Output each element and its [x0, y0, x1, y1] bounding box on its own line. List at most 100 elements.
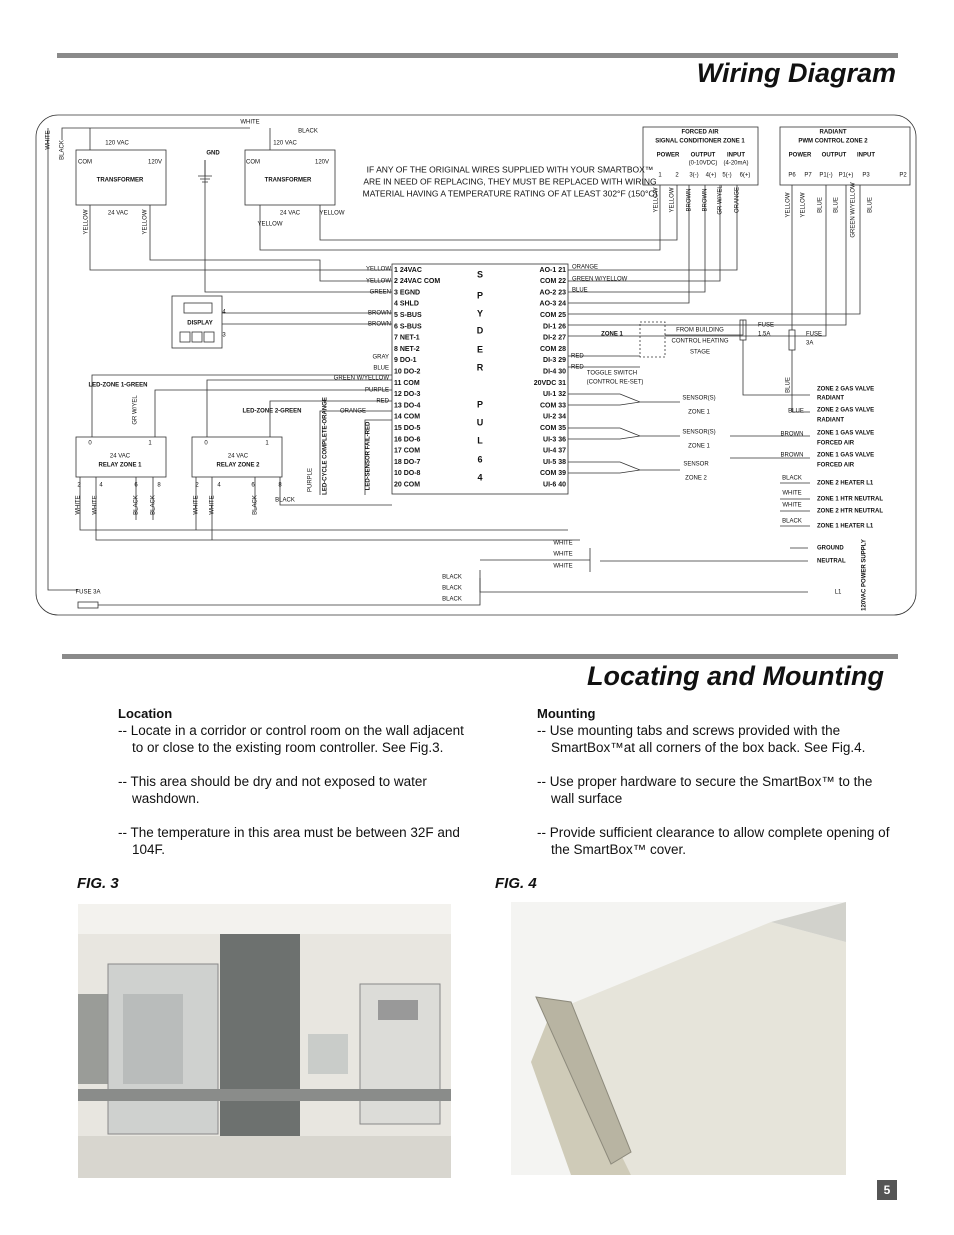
diagram-label: 120V [148, 160, 162, 166]
photo [511, 902, 846, 1175]
diagram-label: 24 VAC [228, 454, 249, 460]
terminal-label: DI-3 29 [543, 357, 566, 364]
location-item: -- The temperature in this area must be … [118, 825, 460, 857]
location-column: Location -- Locate in a corridor or cont… [118, 705, 478, 875]
diagram-label: 120 VAC [105, 141, 129, 147]
diagram-label: BLACK [442, 597, 462, 603]
diagram-label: WHITE [553, 541, 572, 547]
terminal-label: COM 39 [540, 470, 566, 477]
diagram-label: POWER [789, 153, 812, 159]
diagram-label: ZONE 2 GAS VALVE [817, 408, 874, 414]
diagram-label: 120V [315, 160, 329, 166]
diagram-label: 0 [204, 441, 208, 447]
diagram-label: NEUTRAL [817, 559, 846, 565]
diagram-label: FROM BUILDING [676, 328, 724, 334]
terminal-label: COM 22 [540, 278, 566, 285]
terminal-label: 11 COM [394, 380, 420, 387]
diagram-label: FUSE 3A [75, 590, 100, 596]
diagram-label: BLACK [782, 519, 802, 525]
diagram-label: BROWN [368, 311, 391, 317]
diagram-label: DISPLAY [187, 321, 212, 327]
diagram-label: 3 [222, 333, 226, 339]
terminal-label: DI-4 30 [543, 369, 566, 376]
diagram-label: BROWN [703, 189, 709, 212]
terminal-label: COM 25 [540, 312, 566, 319]
diagram-label: FORCED AIR [817, 441, 855, 447]
diagram-label: WHITE [240, 120, 259, 126]
diagram-label: YELLOW [319, 211, 344, 217]
diagram-label: WHITE [194, 495, 200, 514]
diagram-label: CONTROL HEATING [671, 339, 728, 345]
terminal-label: UI-3 36 [543, 436, 566, 443]
diagram-label: ORANGE [572, 265, 598, 271]
diagram-label: 3(-) [689, 173, 698, 179]
controller-name-letter: Y [477, 308, 483, 318]
notice-line: MATERIAL HAVING A TEMPERATURE RATING OF … [363, 188, 658, 198]
controller-name-letter: R [477, 362, 484, 372]
controller-name-letter: S [477, 269, 483, 279]
diagram-label: 2 [675, 173, 679, 179]
diagram-label: BLUE [834, 197, 840, 213]
section-rule [62, 654, 898, 659]
diagram-label: GREEN [370, 290, 391, 296]
diagram-label: YELLOW [786, 192, 792, 217]
diagram-label: LED-ZONE 1-GREEN [88, 383, 147, 389]
diagram-label: WHITE [46, 130, 52, 149]
diagram-label: (0-10VDC) [689, 161, 718, 167]
terminal-label: UI-6 40 [543, 482, 566, 489]
diagram-label: BLUE [868, 197, 874, 213]
terminal-label: DI-1 26 [543, 323, 566, 330]
diagram-label: BLUE [373, 366, 389, 372]
diagram-label: GREEN W/YELLOW [851, 182, 857, 238]
diagram-label: 6 [134, 483, 138, 489]
diagram-label: BROWN [687, 189, 693, 212]
wires [35, 114, 917, 616]
terminal-label: AO-2 23 [540, 289, 567, 296]
terminal-label: 5 S-BUS [394, 312, 422, 319]
terminal-label: 17 COM [394, 448, 420, 455]
controller-name-letter: 4 [477, 472, 482, 482]
diagram-label: GREEN W/YELLOW [572, 277, 628, 283]
diagram-label: YELLOW [84, 209, 90, 234]
terminal-label: 7 NET-1 [394, 335, 420, 342]
diagram-label: WHITE [76, 495, 82, 514]
diagram-label: 4(+) [706, 173, 717, 179]
diagram-label: 1 [658, 173, 662, 179]
diagram-label: 4 [222, 310, 226, 316]
diagram-label: BROWN [368, 322, 391, 328]
terminal-label: 2 24VAC COM [394, 278, 440, 285]
location-heading: Location [118, 706, 173, 721]
figure-caption: FIG. 3 [77, 875, 119, 892]
diagram-label: SENSOR(S) [682, 430, 715, 436]
diagram-label: L1 [835, 590, 842, 596]
terminal-label: 20 COM [394, 482, 420, 489]
diagram-label: FUSE [758, 323, 774, 329]
terminal-label: 20VDC 31 [534, 380, 566, 387]
diagram-label: ZONE 1 [688, 410, 710, 416]
diagram-label: BLACK [442, 586, 462, 592]
diagram-label: WHITE [553, 564, 572, 570]
diagram-label: RELAY ZONE 2 [216, 463, 260, 469]
terminal-label: COM 33 [540, 402, 566, 409]
diagram-label: 24 VAC [280, 211, 301, 217]
diagram-label: YELLOW [257, 222, 282, 228]
terminal-label: 18 DO-7 [394, 459, 421, 466]
diagram-label: ZONE 2 [685, 476, 707, 482]
diagram-label: PURPLE [365, 388, 389, 394]
diagram-label: GR W/YEL [133, 395, 139, 425]
diagram-label: BLACK [134, 495, 140, 515]
diagram-label: 5(-) [722, 173, 731, 179]
diagram-label: BLACK [275, 498, 295, 504]
terminal-label: COM 35 [540, 425, 566, 432]
diagram-label: GREEN W/YELLOW [334, 376, 390, 382]
diagram-label: BLUE [788, 409, 804, 415]
terminal-label: UI-1 32 [543, 391, 566, 398]
diagram-label: P2 [899, 173, 907, 179]
diagram-label: BLACK [60, 140, 66, 160]
controller-name-letter: D [477, 325, 484, 335]
diagram-label: 4 [99, 483, 103, 489]
terminal-label: DI-2 27 [543, 335, 566, 342]
diagram-label: YELLOW [654, 187, 660, 212]
